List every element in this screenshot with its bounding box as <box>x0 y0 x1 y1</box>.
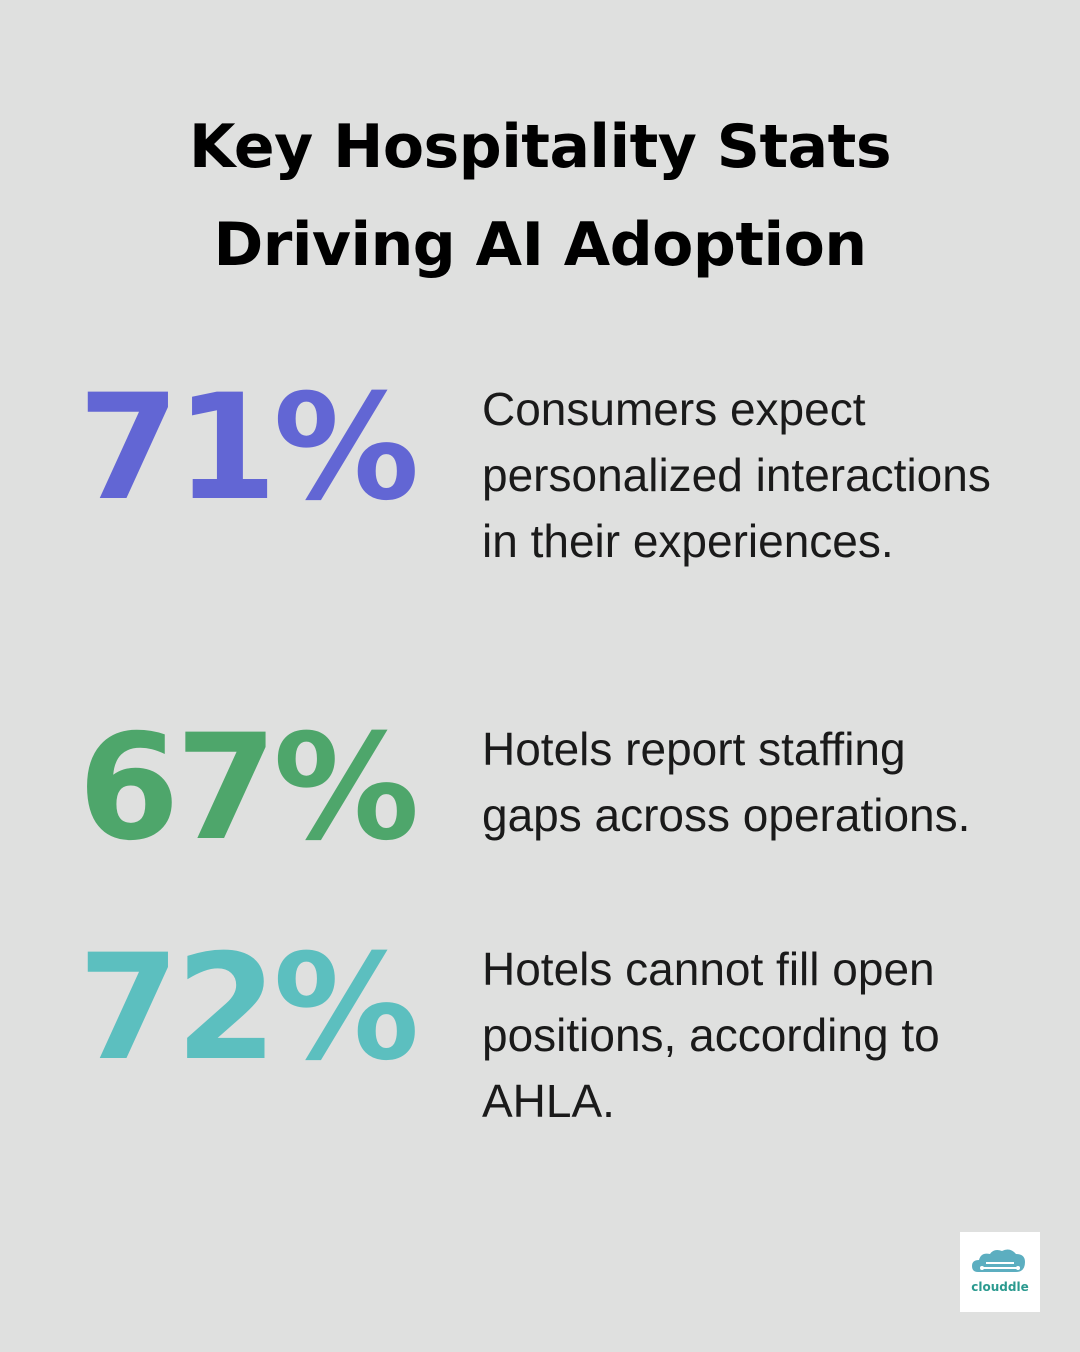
stat-description: Hotels report staffing gaps across opera… <box>482 723 971 841</box>
stat-description: Consumers expect personalized interactio… <box>482 383 991 567</box>
stat-value: 72% <box>78 923 419 1093</box>
logo: clouddle <box>960 1232 1040 1312</box>
title: Key Hospitality Stats Driving AI Adoptio… <box>188 112 892 280</box>
logo-text: clouddle <box>971 1280 1029 1294</box>
stat-value: 71% <box>78 363 419 533</box>
logo-icon <box>972 1249 1025 1272</box>
stat-value: 67% <box>78 703 419 873</box>
stat-description: Hotels cannot fill open positions, accor… <box>482 943 940 1127</box>
